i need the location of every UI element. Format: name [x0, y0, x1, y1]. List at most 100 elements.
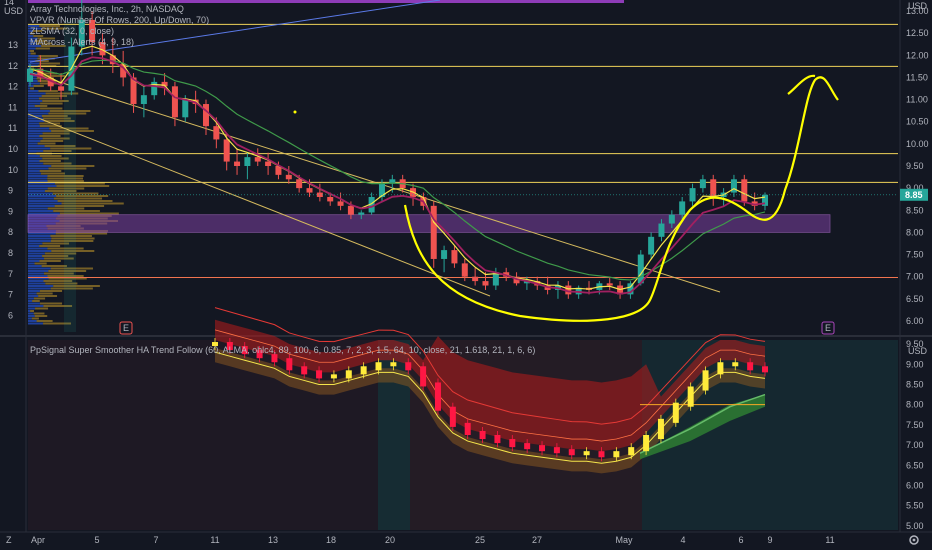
vpvr-up-bar	[28, 165, 52, 167]
vpvr-up-bar	[28, 190, 45, 192]
candle-body	[244, 157, 251, 166]
vpvr-down-bar	[34, 105, 48, 107]
vpvr-down-bar	[39, 170, 62, 172]
vpvr-up-bar	[28, 32, 31, 35]
ha-candle-body	[434, 382, 441, 411]
candle-body	[627, 283, 634, 295]
vpvr-down-bar	[44, 252, 77, 255]
vpvr-down-bar	[41, 45, 66, 47]
vpvr-up-bar	[28, 202, 62, 205]
time-axis-label: 13	[268, 535, 278, 545]
earnings-marker-box[interactable]	[821, 321, 835, 335]
candle-body	[37, 68, 44, 78]
vpvr-down-bar	[35, 60, 49, 62]
vpvr-up-bar	[28, 312, 34, 315]
candle-body	[741, 179, 748, 202]
ha-candle-body	[316, 370, 323, 379]
vpvr-up-bar	[28, 280, 44, 282]
sub-legend-title[interactable]: PpSignal Super Smoother HA Trend Follow …	[30, 345, 536, 355]
vpvr-down-bar	[39, 290, 63, 292]
candle-body	[710, 179, 717, 197]
sub-axis-tick: 8.50	[906, 379, 924, 389]
vpvr-down-bar	[56, 185, 110, 187]
left-axis-tick: 13	[8, 40, 18, 50]
left-axis-tick: 8	[8, 227, 13, 237]
vpvr-down-bar	[48, 112, 87, 115]
ha-candle-body	[672, 402, 679, 423]
vpvr-down-bar	[30, 87, 34, 90]
right-axis-tick: 11.50	[906, 72, 928, 82]
candle-body	[254, 157, 261, 162]
vpvr-down-bar	[39, 155, 62, 157]
zoom-icon[interactable]: Z	[6, 535, 12, 545]
left-axis-tick: 10	[8, 165, 18, 175]
vpvr-up-bar	[28, 97, 39, 100]
ha-candle-body	[702, 370, 709, 391]
channel-upper-line	[27, 71, 721, 293]
legend-title[interactable]: Array Technologies, Inc., 2h, NASDAQ	[30, 4, 184, 14]
ha-candle-body	[553, 447, 560, 454]
legend-zlsma[interactable]: ZLSMA (32, 0, close)	[30, 26, 115, 36]
ha-candle-body	[643, 435, 650, 452]
left-axis-unit: USD	[4, 6, 24, 16]
ha-candle-body	[301, 366, 308, 375]
vpvr-down-bar	[47, 187, 85, 190]
vpvr-up-bar	[28, 300, 33, 302]
vpvr-down-bar	[59, 212, 119, 215]
vpvr-down-bar	[49, 110, 91, 112]
vpvr-up-bar	[28, 242, 43, 245]
vpvr-up-bar	[28, 322, 44, 325]
legend-macross[interactable]: MAcross - Alerts (4, 9, 18)	[30, 37, 135, 47]
vpvr-down-bar	[30, 32, 34, 35]
vpvr-down-bar	[31, 317, 39, 320]
vpvr-down-bar	[40, 102, 63, 105]
ha-candle-body	[226, 342, 233, 351]
candle-body	[265, 161, 272, 166]
candle-body	[679, 201, 686, 215]
vpvr-down-bar	[38, 90, 58, 92]
candle-body	[99, 42, 106, 56]
right-axis-tick: 10.00	[906, 139, 929, 149]
bg-green-strip	[64, 20, 76, 332]
sub-axis-tick: 5.00	[906, 521, 924, 531]
vpvr-up-bar	[28, 317, 32, 320]
sub-axis-tick: 9.00	[906, 359, 924, 369]
earnings-marker-label[interactable]: E	[123, 323, 129, 333]
time-axis-label: 5	[94, 535, 99, 545]
legend-vpvr[interactable]: VPVR (Number Of Rows, 200, Up/Down, 70)	[30, 15, 210, 25]
ha-candle-body	[657, 418, 664, 440]
vpvr-down-bar	[42, 242, 70, 245]
vpvr-up-bar	[28, 30, 33, 32]
vpvr-down-bar	[37, 142, 56, 145]
ha-candle-body	[345, 370, 352, 379]
gear-icon[interactable]	[909, 535, 919, 545]
vpvr-down-bar	[35, 47, 50, 50]
ma-slow-line	[29, 59, 766, 281]
vpvr-down-bar	[50, 287, 93, 290]
ha-candle-body	[405, 362, 412, 371]
sub-axis-tick: 8.00	[906, 400, 924, 410]
left-axis-tick: 7	[8, 290, 13, 300]
vpvr-up-bar	[28, 290, 40, 292]
time-axis-label: 11	[825, 535, 834, 545]
vpvr-down-bar	[51, 237, 95, 240]
vpvr-down-bar	[44, 120, 75, 122]
left-axis-tick: 12	[8, 61, 18, 71]
vpvr-up-bar	[28, 37, 38, 40]
overlay	[293, 74, 839, 322]
right-axis-tick: 10.50	[906, 117, 929, 127]
vpvr-down-bar	[47, 207, 85, 210]
earnings-marker-box[interactable]	[119, 321, 133, 335]
vpvr-down-bar	[50, 267, 93, 270]
vpvr-up-bar	[28, 267, 51, 270]
vpvr-up-bar	[28, 82, 40, 85]
earnings-marker-label[interactable]: E	[825, 323, 831, 333]
vpvr-down-bar	[51, 165, 95, 167]
candle-body	[182, 99, 189, 118]
vpvr-down-bar	[44, 145, 76, 147]
vpvr-down-bar	[43, 162, 72, 165]
ha-candle-body	[598, 451, 605, 458]
